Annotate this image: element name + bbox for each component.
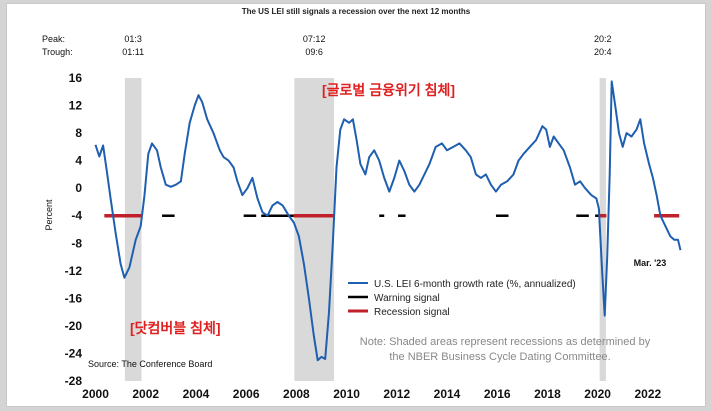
recession-shade bbox=[124, 78, 142, 381]
x-tick-label: 2002 bbox=[132, 387, 159, 401]
y-tick-label: 8 bbox=[75, 126, 82, 140]
recession-peak-date: 20:2 bbox=[594, 34, 612, 44]
recession-trough-date: 09:6 bbox=[305, 47, 323, 57]
source-label: Source: The Conference Board bbox=[88, 359, 212, 369]
x-tick-label: 2020 bbox=[584, 387, 611, 401]
y-tick-label: 0 bbox=[75, 181, 82, 195]
y-tick-label: -20 bbox=[65, 319, 83, 333]
y-tick-label: -24 bbox=[65, 346, 83, 360]
x-tick-label: 2016 bbox=[484, 387, 511, 401]
x-tick-label: 2008 bbox=[283, 387, 310, 401]
x-tick-label: 2012 bbox=[383, 387, 410, 401]
x-tick-label: 2006 bbox=[233, 387, 260, 401]
chart-frame bbox=[6, 3, 706, 407]
x-tick-label: 2010 bbox=[333, 387, 360, 401]
legend-label-lei: U.S. LEI 6-month growth rate (%, annuali… bbox=[374, 279, 576, 290]
y-tick-label: 4 bbox=[75, 154, 82, 168]
recession-trough-date: 01:11 bbox=[122, 47, 144, 57]
recession-peak-date: 01:3 bbox=[124, 34, 142, 44]
recession-trough-date: 20:4 bbox=[594, 47, 612, 57]
legend-label-recession: Recession signal bbox=[374, 307, 450, 318]
y-tick-label: -8 bbox=[71, 236, 82, 250]
note-line-2: the NBER Business Cycle Dating Committee… bbox=[389, 351, 610, 363]
legend: U.S. LEI 6-month growth rate (%, annuali… bbox=[348, 279, 576, 318]
y-axis-label: Percent bbox=[44, 199, 54, 231]
x-tick-label: 2000 bbox=[82, 387, 109, 401]
note-line-1: Note: Shaded areas represent recessions … bbox=[360, 336, 651, 348]
chart-title: The US LEI still signals a recession ove… bbox=[242, 7, 471, 16]
y-tick-label: -16 bbox=[65, 291, 83, 305]
x-tick-label: 2018 bbox=[534, 387, 561, 401]
y-tick-labels: 16 12 8 4 0 -4 -8 -12 -16 -20 -24 -28 bbox=[65, 71, 83, 388]
trough-label: Trough: bbox=[42, 47, 73, 57]
lei-growth-line bbox=[94, 80, 682, 362]
y-tick-label: -4 bbox=[71, 209, 82, 223]
legend-label-warning: Warning signal bbox=[374, 293, 440, 304]
y-tick-label: 12 bbox=[69, 99, 83, 113]
end-label: Mar. '23 bbox=[634, 258, 667, 268]
x-tick-label: 2004 bbox=[183, 387, 210, 401]
recession-peak-date: 07:12 bbox=[303, 34, 326, 44]
annotation-gfc: [글로벌 금융위기 침체] bbox=[322, 82, 455, 98]
y-tick-label: -28 bbox=[65, 374, 83, 388]
x-tick-label: 2014 bbox=[434, 387, 461, 401]
lei-series bbox=[94, 80, 682, 362]
x-tick-label: 2022 bbox=[634, 387, 661, 401]
x-tick-labels: 2000 2002 2004 2006 2008 2010 2012 2014 2016 2018… bbox=[82, 387, 661, 401]
annotation-dotcom: [닷컴버블 침체] bbox=[130, 320, 221, 336]
y-tick-label: 16 bbox=[69, 71, 83, 85]
recession-shades bbox=[124, 78, 606, 381]
recession-shade bbox=[599, 78, 606, 381]
y-tick-label: -12 bbox=[65, 264, 83, 278]
recession-date-labels: 01:3 01:11 07:12 09:6 20:2 20:4 bbox=[122, 34, 611, 57]
peak-label: Peak: bbox=[42, 34, 65, 44]
